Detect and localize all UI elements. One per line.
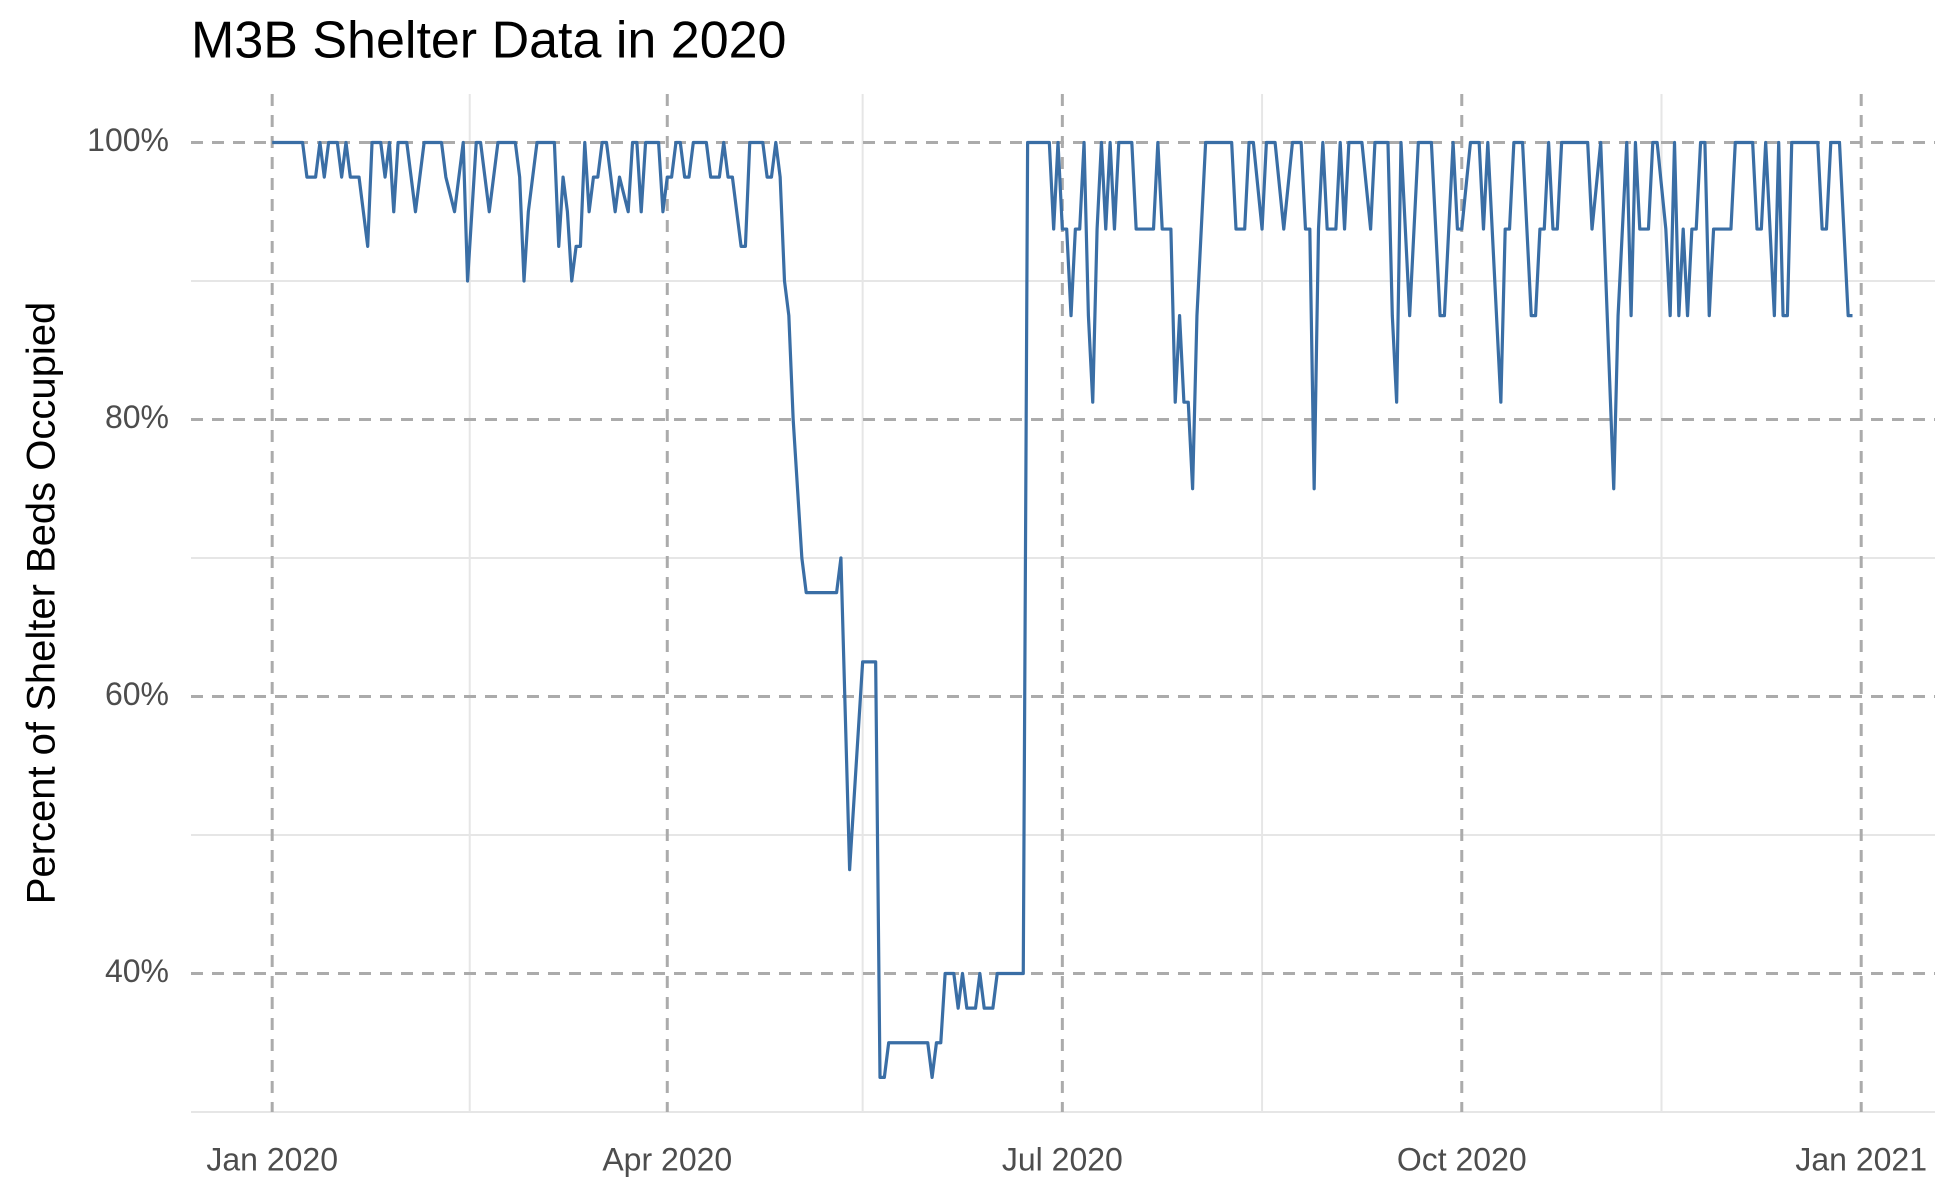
- x-tick-label: Jul 2020: [1002, 1141, 1123, 1177]
- y-tick-label: 60%: [105, 676, 169, 712]
- y-axis-title: Percent of Shelter Beds Occupied: [20, 302, 64, 905]
- x-tick-label: Jan 2020: [206, 1141, 338, 1177]
- y-tick-label: 40%: [105, 953, 169, 989]
- y-tick-label: 100%: [87, 122, 169, 158]
- x-tick-label: Apr 2020: [602, 1141, 732, 1177]
- data-line: [272, 140, 1853, 1079]
- x-tick-label: Jan 2021: [1795, 1141, 1927, 1177]
- x-tick-label: Oct 2020: [1397, 1141, 1527, 1177]
- y-tick-label: 80%: [105, 399, 169, 435]
- chart-title: M3B Shelter Data in 2020: [191, 12, 786, 70]
